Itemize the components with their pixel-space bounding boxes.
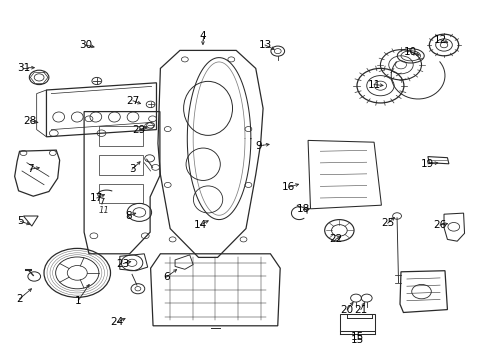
Text: 27: 27 xyxy=(126,96,140,106)
Text: 11: 11 xyxy=(366,80,380,90)
Text: 10: 10 xyxy=(404,47,416,57)
Text: 13: 13 xyxy=(258,40,271,50)
Text: 31: 31 xyxy=(17,63,30,73)
Bar xyxy=(99,184,142,203)
Text: 3: 3 xyxy=(128,164,135,174)
Text: 24: 24 xyxy=(110,317,124,327)
Text: 28: 28 xyxy=(23,116,37,126)
Text: 12: 12 xyxy=(432,35,446,45)
Text: 22: 22 xyxy=(328,234,342,244)
Text: 1: 1 xyxy=(75,296,81,306)
Text: 21: 21 xyxy=(353,305,367,315)
Text: 11: 11 xyxy=(98,206,109,215)
Text: 6: 6 xyxy=(163,272,169,282)
Text: 2: 2 xyxy=(16,294,23,304)
Bar xyxy=(99,155,142,175)
Text: 25: 25 xyxy=(380,218,394,228)
Text: 14: 14 xyxy=(193,220,207,230)
Text: 17: 17 xyxy=(90,193,103,203)
Text: 15: 15 xyxy=(349,335,363,345)
Text: 16: 16 xyxy=(281,182,295,192)
Bar xyxy=(99,126,142,146)
Text: 18: 18 xyxy=(296,204,309,214)
Text: 23: 23 xyxy=(116,258,130,269)
Text: 9: 9 xyxy=(255,141,262,151)
Text: 20: 20 xyxy=(340,305,353,315)
Text: 15: 15 xyxy=(349,332,363,342)
Text: 7: 7 xyxy=(27,164,34,174)
Text: 4: 4 xyxy=(199,31,206,41)
Text: 8: 8 xyxy=(124,211,131,221)
Text: 26: 26 xyxy=(432,220,446,230)
Text: 30: 30 xyxy=(79,40,92,50)
Text: 29: 29 xyxy=(132,125,146,135)
Text: 5: 5 xyxy=(17,216,24,226)
Text: 19: 19 xyxy=(420,159,434,169)
Bar xyxy=(339,314,374,331)
